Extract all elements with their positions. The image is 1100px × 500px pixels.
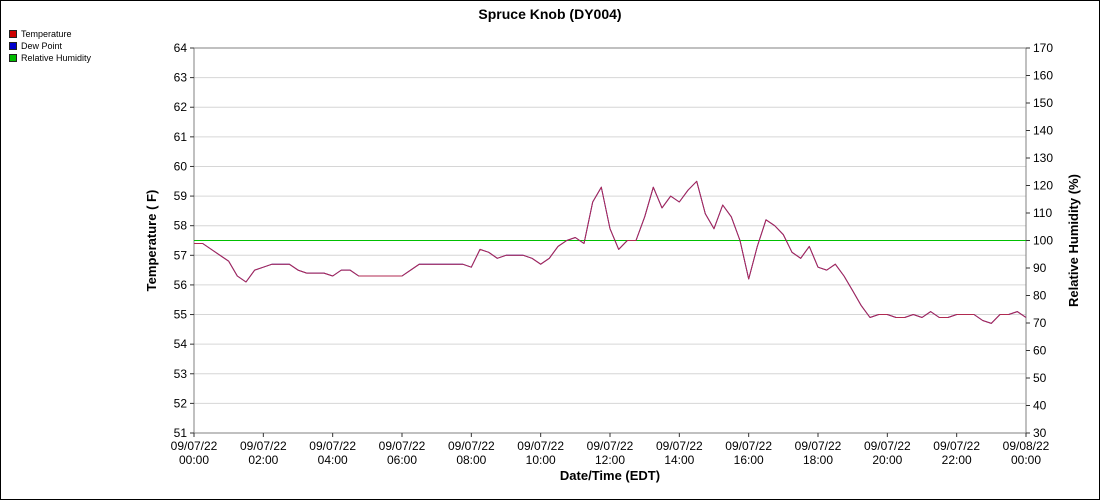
y-right-tick-label: 150 bbox=[1033, 96, 1053, 110]
legend-label: Relative Humidity bbox=[21, 53, 92, 63]
legend: Temperature Dew Point Relative Humidity bbox=[9, 28, 91, 64]
y-right-tick-label: 100 bbox=[1033, 234, 1053, 248]
legend-item-temperature: Temperature bbox=[9, 28, 91, 40]
x-tick-time: 04:00 bbox=[318, 453, 348, 467]
chart-title: Spruce Knob (DY004) bbox=[478, 6, 622, 22]
y-left-tick-label: 60 bbox=[174, 159, 188, 173]
y-right-tick-label: 70 bbox=[1033, 316, 1047, 330]
y-left-axis-title: Temperature ( F) bbox=[144, 190, 159, 292]
y-left-tick-label: 63 bbox=[174, 71, 188, 85]
y-left-tick-label: 62 bbox=[174, 100, 188, 114]
y-left-tick-label: 58 bbox=[174, 219, 188, 233]
y-left-tick-label: 54 bbox=[174, 337, 188, 351]
x-tick-date: 09/07/22 bbox=[587, 439, 634, 453]
legend-label: Dew Point bbox=[21, 41, 63, 51]
x-tick-time: 06:00 bbox=[387, 453, 417, 467]
y-left-tick-label: 55 bbox=[174, 308, 188, 322]
x-tick-date: 09/07/22 bbox=[933, 439, 980, 453]
x-tick-time: 00:00 bbox=[179, 453, 209, 467]
y-right-axis-title: Relative Humidity (%) bbox=[1066, 174, 1081, 307]
y-left-tick-label: 61 bbox=[174, 130, 188, 144]
x-tick-time: 00:00 bbox=[1011, 453, 1041, 467]
x-tick-date: 09/08/22 bbox=[1003, 439, 1050, 453]
relative-humidity-swatch-icon bbox=[9, 54, 17, 62]
y-left-tick-label: 64 bbox=[174, 41, 188, 55]
x-tick-date: 09/07/22 bbox=[864, 439, 911, 453]
x-tick-date: 09/07/22 bbox=[725, 439, 772, 453]
x-axis-title: Date/Time (EDT) bbox=[560, 468, 660, 483]
x-tick-time: 08:00 bbox=[456, 453, 486, 467]
y-right-tick-label: 40 bbox=[1033, 399, 1047, 413]
x-tick-date: 09/07/22 bbox=[171, 439, 218, 453]
dew-point-swatch-icon bbox=[9, 42, 17, 50]
x-tick-time: 10:00 bbox=[526, 453, 556, 467]
x-tick-time: 18:00 bbox=[803, 453, 833, 467]
y-right-tick-label: 170 bbox=[1033, 41, 1053, 55]
series-dew-point bbox=[194, 180, 1027, 324]
y-left-tick-label: 59 bbox=[174, 189, 188, 203]
y-right-tick-label: 90 bbox=[1033, 261, 1047, 275]
temperature-swatch-icon bbox=[9, 30, 17, 38]
legend-item-dew-point: Dew Point bbox=[9, 40, 91, 52]
x-tick-date: 09/07/22 bbox=[309, 439, 356, 453]
y-right-tick-label: 80 bbox=[1033, 289, 1047, 303]
y-right-tick-label: 130 bbox=[1033, 151, 1053, 165]
y-right-tick-label: 140 bbox=[1033, 124, 1053, 138]
y-left-tick-label: 57 bbox=[174, 248, 188, 262]
legend-item-relative-humidity: Relative Humidity bbox=[9, 52, 91, 64]
x-tick-time: 16:00 bbox=[734, 453, 764, 467]
y-right-tick-label: 110 bbox=[1033, 206, 1052, 220]
y-right-tick-label: 160 bbox=[1033, 69, 1053, 83]
y-right-tick-label: 50 bbox=[1033, 371, 1047, 385]
y-right-tick-label: 30 bbox=[1033, 426, 1047, 440]
x-tick-date: 09/07/22 bbox=[379, 439, 426, 453]
y-left-tick-label: 56 bbox=[174, 278, 188, 292]
y-left-tick-label: 52 bbox=[174, 396, 188, 410]
x-tick-date: 09/07/22 bbox=[656, 439, 703, 453]
x-tick-time: 02:00 bbox=[248, 453, 278, 467]
x-tick-date: 09/07/22 bbox=[795, 439, 842, 453]
x-tick-time: 14:00 bbox=[664, 453, 694, 467]
x-tick-time: 20:00 bbox=[872, 453, 902, 467]
x-tick-date: 09/07/22 bbox=[448, 439, 495, 453]
legend-label: Temperature bbox=[21, 29, 72, 39]
y-left-tick-label: 53 bbox=[174, 367, 188, 381]
x-tick-date: 09/07/22 bbox=[517, 439, 564, 453]
series-temperature bbox=[194, 180, 1027, 324]
y-right-tick-label: 60 bbox=[1033, 344, 1047, 358]
y-left-tick-label: 51 bbox=[174, 426, 188, 440]
x-tick-date: 09/07/22 bbox=[240, 439, 287, 453]
x-tick-time: 12:00 bbox=[595, 453, 625, 467]
x-tick-time: 22:00 bbox=[942, 453, 972, 467]
y-right-tick-label: 120 bbox=[1033, 179, 1053, 193]
